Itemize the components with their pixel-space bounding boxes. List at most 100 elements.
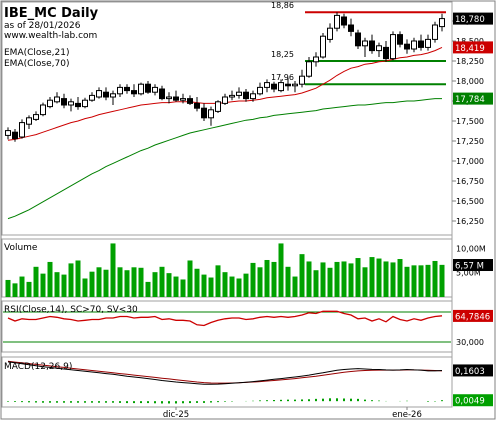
volume-bar	[75, 260, 81, 297]
candle-up	[152, 86, 158, 93]
rsi-tag	[453, 309, 493, 322]
candle-down	[187, 98, 193, 104]
candle-up	[425, 38, 431, 48]
volume-bar	[40, 273, 46, 297]
candle-down	[194, 102, 200, 109]
candle-up	[138, 83, 144, 95]
candle-up	[439, 18, 445, 28]
candle-down	[418, 40, 424, 48]
volume-bar	[306, 261, 312, 297]
candle-down	[131, 90, 137, 95]
volume-bar	[208, 277, 214, 297]
volume-bar	[369, 257, 375, 297]
volume-tick-label: 10,00M	[456, 244, 486, 253]
volume-bar	[117, 267, 123, 297]
volume-bar	[131, 267, 137, 297]
candle-down	[103, 91, 109, 98]
volume-bar	[194, 268, 200, 297]
candle-up	[236, 91, 242, 96]
close-tag-label: 18,780	[455, 15, 485, 25]
candle-up	[208, 109, 214, 119]
candle-down	[404, 43, 410, 50]
volume-bar	[383, 261, 389, 297]
volume-bar	[180, 279, 186, 297]
candle-up	[47, 99, 53, 108]
volume-bar	[432, 260, 438, 297]
volume-bar	[229, 276, 235, 297]
candle-up	[110, 93, 116, 98]
candle-up	[33, 114, 39, 120]
volume-bar	[47, 261, 53, 297]
candle-down	[355, 32, 361, 47]
price-tick-label: 18,250	[456, 57, 484, 66]
macd-tag-label: 0,1603	[455, 367, 485, 377]
volume-bar	[299, 254, 305, 297]
legend-ema21: EMA(Close,21)	[4, 48, 69, 58]
candle-up	[306, 61, 312, 77]
volume-bar	[124, 270, 130, 297]
volume-bar	[138, 267, 144, 297]
candle-down	[383, 46, 389, 60]
volume-bar	[257, 267, 263, 297]
candle-up	[390, 34, 396, 60]
x-tick-label: dic-25	[163, 410, 189, 420]
volume-bar	[19, 276, 25, 297]
rsi-line	[7, 310, 443, 327]
volume-bar	[271, 261, 277, 297]
volume-bar	[264, 259, 270, 297]
rsi-tag-label: 64,7846	[455, 312, 490, 322]
volume-bar	[166, 273, 172, 297]
candle-up	[432, 24, 438, 40]
price-tick-label: 18,000	[456, 77, 484, 86]
volume-tick-label: 5,00M	[456, 269, 481, 278]
rsi-panel	[1, 300, 453, 353]
candle-down	[75, 102, 81, 108]
candle-up	[278, 82, 284, 92]
candle-down	[201, 107, 207, 119]
candle-up	[180, 98, 186, 101]
volume-bar	[355, 258, 361, 297]
candle-down	[271, 83, 277, 90]
volume-bar	[376, 258, 382, 297]
candle-up	[26, 117, 32, 125]
volume-bar	[411, 265, 417, 297]
level-label-support-high: 18,25	[271, 50, 294, 59]
candle-down	[145, 83, 151, 93]
volume-bar	[390, 262, 396, 297]
volume-bar	[404, 266, 410, 297]
candle-down	[12, 131, 18, 140]
candle-down	[243, 91, 249, 100]
legend-ema70: EMA(Close,70)	[4, 59, 69, 69]
ema21-tag	[453, 41, 493, 54]
candle-up	[117, 86, 123, 95]
candle-up	[40, 104, 46, 116]
candle-up	[96, 90, 102, 98]
volume-bar	[243, 273, 249, 297]
macd-label: MACD(12,26,9)	[4, 362, 72, 372]
candle-down	[173, 96, 179, 101]
macd-tag	[453, 364, 493, 377]
candle-up	[82, 99, 88, 108]
volume-bar	[33, 266, 39, 297]
volume-bar	[278, 243, 284, 297]
volume-tag	[453, 259, 493, 272]
candle-up	[313, 56, 319, 63]
volume-bar	[159, 266, 165, 297]
candle-down	[369, 40, 375, 52]
candle-up	[19, 122, 25, 138]
hist-tag-label: 0,0049	[455, 397, 485, 407]
volume-bar	[5, 279, 11, 297]
candle-up	[257, 86, 263, 95]
candle-up	[376, 45, 382, 52]
candle-up	[362, 40, 368, 47]
price-tick-label: 16,500	[456, 197, 484, 206]
volume-bar	[236, 278, 242, 297]
rsi-label: RSI(Close,14), SC>70, SV<30	[4, 305, 138, 315]
price-panel	[1, 1, 453, 236]
candle-up	[264, 82, 270, 88]
candle-up	[215, 101, 221, 112]
candle-up	[327, 27, 333, 40]
macd-panel	[1, 356, 453, 408]
close-tag	[453, 12, 493, 25]
